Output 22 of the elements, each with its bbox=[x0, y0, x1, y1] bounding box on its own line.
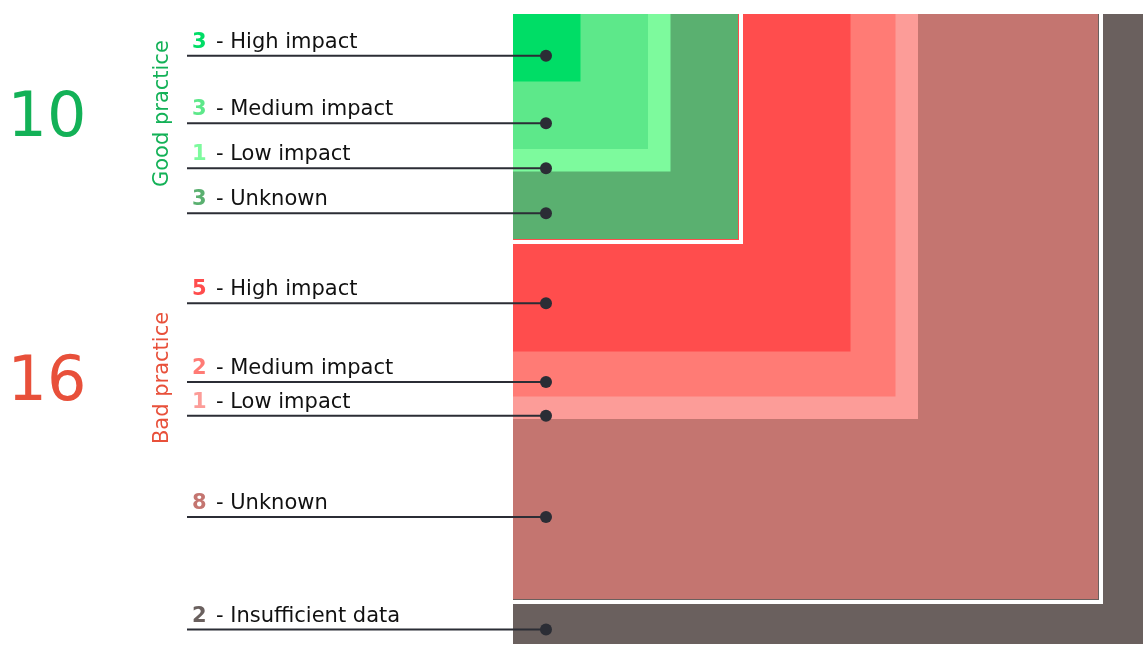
data-label: 1 bbox=[192, 141, 207, 166]
category-label: - Unknown bbox=[216, 186, 328, 211]
data-label: 2 bbox=[192, 602, 207, 627]
legend-label: Bad practice bbox=[149, 311, 173, 445]
text: 10 bbox=[7, 77, 87, 151]
category-label: - High impact bbox=[216, 28, 358, 53]
data-label: 5 bbox=[192, 276, 207, 301]
data-label: 8 bbox=[192, 490, 207, 514]
category-label: - Low impact bbox=[216, 388, 351, 413]
data-label: 3 bbox=[192, 28, 207, 53]
category-label: - Medium impact bbox=[216, 355, 394, 379]
data-label: 2 bbox=[192, 355, 207, 379]
category-label: - High impact bbox=[216, 276, 358, 301]
data-label: 3 bbox=[192, 186, 207, 211]
data-label: 3 bbox=[192, 96, 207, 121]
category-label: - Unknown bbox=[216, 490, 328, 514]
legend-label: Good practice bbox=[149, 40, 173, 188]
category-label: - Medium impact bbox=[216, 96, 394, 121]
category-label: - Insufficient data bbox=[216, 602, 401, 627]
data-label: 1 bbox=[192, 388, 207, 413]
category-label: - Low impact bbox=[216, 141, 351, 166]
text: 16 bbox=[7, 342, 87, 415]
